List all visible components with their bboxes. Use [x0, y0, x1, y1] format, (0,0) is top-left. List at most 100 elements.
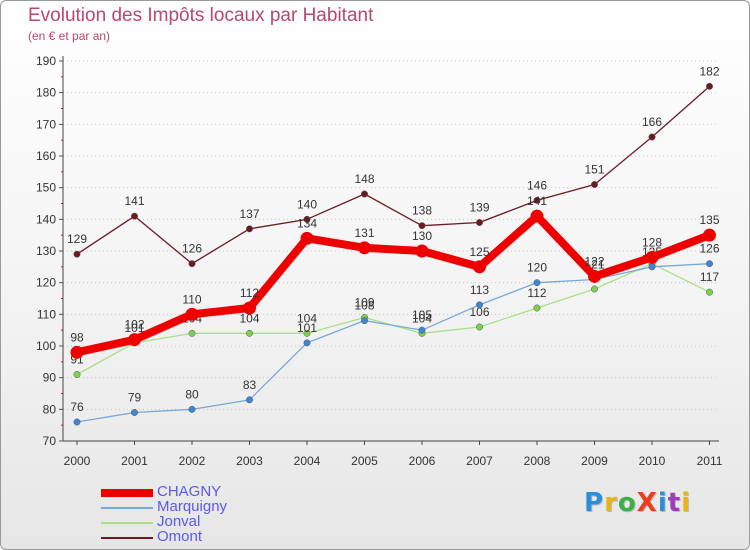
data-point-omont [418, 222, 426, 230]
data-point-omont [533, 196, 541, 204]
data-point-marquigny [73, 418, 81, 426]
data-label-omont: 166 [642, 115, 662, 129]
x-tick-label: 2000 [64, 454, 91, 468]
y-tick-label: 100 [36, 339, 56, 353]
x-tick-label: 2006 [409, 454, 436, 468]
y-tick-label: 130 [36, 244, 56, 258]
data-point-marquigny [246, 396, 253, 404]
x-tick-label: 2007 [466, 454, 493, 468]
data-label-chagny: 110 [182, 292, 201, 306]
data-point-chagny [243, 301, 256, 315]
x-tick-label: 2011 [697, 454, 723, 468]
data-point-marquigny [361, 317, 368, 325]
y-tick-label: 150 [36, 181, 56, 195]
data-point-chagny [588, 269, 601, 283]
legend-swatch [101, 536, 153, 539]
data-label-jonval: 104 [239, 311, 259, 325]
data-label-chagny: 102 [124, 318, 144, 332]
data-label-omont: 151 [584, 163, 604, 177]
y-tick-label: 190 [36, 54, 56, 68]
legend-label: CHAGNY [157, 483, 222, 500]
data-point-omont [73, 250, 81, 258]
x-tick-label: 2003 [236, 454, 263, 468]
brand-letter: t [667, 488, 682, 518]
data-point-jonval [303, 329, 311, 337]
data-label-chagny: 122 [584, 254, 604, 268]
brand-letter: P [584, 488, 605, 518]
data-label-chagny: 98 [70, 330, 84, 344]
y-tick-label: 90 [43, 371, 57, 385]
data-point-chagny [70, 345, 84, 359]
data-point-chagny [358, 241, 371, 255]
y-tick-label: 170 [36, 117, 56, 131]
data-label-chagny: 125 [469, 245, 489, 259]
data-point-omont [591, 181, 598, 188]
x-tick-label: 2010 [639, 454, 666, 468]
data-point-marquigny [648, 263, 656, 271]
data-point-marquigny [188, 405, 196, 413]
data-label-marquigny: 120 [527, 261, 547, 275]
data-label-jonval: 104 [297, 311, 317, 325]
data-label-omont: 140 [297, 197, 317, 211]
series-line-omont [76, 85, 711, 265]
data-point-jonval [706, 288, 713, 296]
data-label-marquigny: 105 [412, 308, 432, 322]
brand-letter: i [657, 488, 668, 518]
series-line-chagny [73, 212, 714, 357]
data-point-chagny [645, 250, 659, 264]
legend-label: Omont [157, 528, 203, 545]
data-point-omont [131, 212, 138, 220]
data-point-omont [361, 190, 368, 198]
data-point-marquigny [418, 326, 426, 334]
legend-item-omont: Omont [101, 528, 301, 545]
data-label-marquigny: 79 [128, 391, 142, 405]
data-point-jonval [188, 329, 196, 337]
data-label-jonval: 112 [527, 286, 546, 300]
data-label-chagny: 128 [642, 235, 662, 249]
data-point-omont [476, 219, 483, 226]
data-label-chagny: 134 [297, 216, 317, 230]
data-point-jonval [533, 304, 541, 312]
data-point-marquigny [476, 301, 483, 309]
data-point-marquigny [533, 279, 541, 287]
data-point-jonval [246, 329, 253, 337]
legend: CHAGNY Marquigny Jonval Omont [101, 483, 301, 545]
brand-letter: o [617, 488, 637, 518]
brand-letter: r [604, 488, 618, 518]
data-point-omont [648, 133, 656, 141]
brand-letter: i [681, 488, 692, 518]
data-label-omont: 146 [527, 178, 547, 192]
data-label-marquigny: 113 [470, 283, 489, 297]
data-point-marquigny [303, 339, 311, 347]
data-label-chagny: 112 [240, 286, 259, 300]
x-tick-label: 2005 [351, 454, 378, 468]
data-point-chagny [128, 333, 141, 347]
y-tick-label: 110 [37, 307, 56, 321]
data-point-marquigny [706, 260, 713, 268]
data-label-omont: 137 [239, 207, 259, 221]
data-label-jonval: 101 [124, 321, 144, 335]
y-tick-label: 160 [36, 149, 56, 163]
data-label-marquigny: 108 [354, 299, 374, 313]
data-point-jonval [591, 285, 598, 293]
x-tick-label: 2009 [581, 454, 608, 468]
data-label-omont: 138 [412, 204, 432, 218]
data-label-marquigny: 76 [70, 400, 84, 414]
legend-label: Marquigny [157, 498, 228, 515]
legend-item-jonval: Jonval [101, 513, 301, 530]
brand-letter: X [636, 488, 658, 518]
legend-swatch [101, 521, 153, 524]
y-tick-label: 70 [43, 434, 57, 448]
chart-title: Evolution des Impôts locaux par Habitant [28, 5, 374, 26]
data-label-omont: 148 [354, 172, 374, 186]
data-label-chagny: 130 [412, 229, 432, 243]
legend-item-chagny: CHAGNY [101, 483, 301, 500]
data-label-omont: 182 [699, 64, 719, 78]
x-tick-label: 2004 [294, 454, 321, 468]
data-label-omont: 139 [469, 201, 489, 215]
data-point-marquigny [131, 409, 138, 416]
data-point-chagny [473, 260, 486, 274]
y-tick-label: 140 [36, 212, 56, 226]
data-label-jonval: 109 [354, 296, 374, 310]
